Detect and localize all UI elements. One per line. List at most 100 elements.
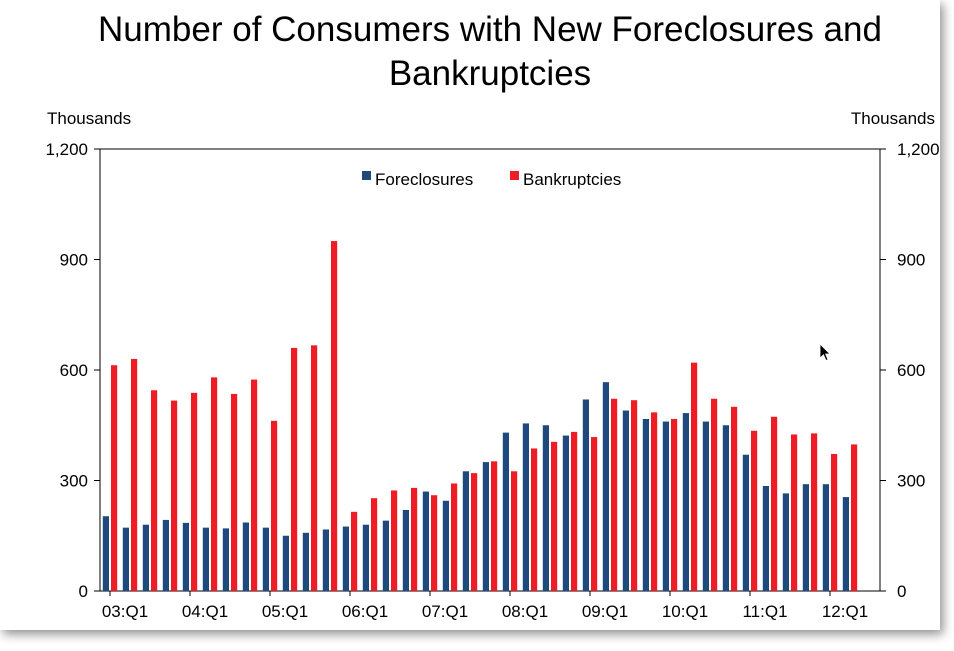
- bankruptcies-bar: [391, 490, 398, 591]
- foreclosures-bar: [302, 532, 309, 591]
- foreclosures-bar: [582, 399, 589, 591]
- foreclosures-bar: [622, 410, 629, 591]
- x-tick-label: 04:Q1: [182, 602, 228, 621]
- foreclosures-bar: [162, 519, 169, 591]
- bankruptcies-bar: [711, 398, 718, 591]
- foreclosures-bar: [842, 497, 849, 591]
- bankruptcies-bar: [491, 461, 498, 591]
- foreclosures-bar: [222, 528, 229, 591]
- bankruptcies-bar: [471, 473, 478, 591]
- bankruptcies-bar: [791, 434, 798, 591]
- foreclosures-bar: [602, 382, 609, 591]
- bankruptcies-bar: [351, 511, 358, 591]
- x-tick-label: 05:Q1: [262, 602, 308, 621]
- axes-layer: [94, 148, 886, 596]
- labels-layer: 0 0 300 300 600 600 900 900 1,200 1,200 Thousands T…: [45, 109, 939, 621]
- x-tick-label: 07:Q1: [422, 602, 468, 621]
- bankruptcies-bar: [451, 483, 458, 591]
- bankruptcies-bar: [591, 437, 598, 591]
- y-tick-label-right: 900: [897, 251, 925, 270]
- foreclosures-bar: [202, 527, 209, 591]
- bar-chart: 0 0 300 300 600 600 900 900 1,200 1,200 Thousands T…: [45, 109, 939, 621]
- y-axis-label-left: Thousands: [47, 109, 131, 128]
- bankruptcies-bar: [231, 393, 238, 591]
- foreclosures-bar: [722, 425, 729, 591]
- x-tick-label: 06:Q1: [342, 602, 388, 621]
- bankruptcies-bar: [571, 431, 578, 591]
- legend-label-bankruptcies: Bankruptcies: [523, 170, 621, 189]
- bankruptcies-bar: [691, 362, 698, 591]
- foreclosures-bar: [742, 454, 749, 591]
- y-tick-label-right: 600: [897, 361, 925, 380]
- foreclosures-bar: [482, 462, 489, 591]
- foreclosures-bar: [702, 421, 709, 591]
- foreclosures-bar: [402, 509, 409, 591]
- bankruptcies-bar: [551, 441, 558, 591]
- y-axis-label-right: Thousands: [851, 109, 935, 128]
- x-tick-label: 09:Q1: [582, 602, 628, 621]
- foreclosures-bar: [102, 516, 109, 591]
- x-tick-label: 08:Q1: [502, 602, 548, 621]
- bankruptcies-bar: [811, 433, 818, 591]
- bankruptcies-bar: [311, 345, 318, 591]
- x-tick-label: 12:Q1: [822, 602, 868, 621]
- bankruptcies-bar: [171, 400, 178, 591]
- legend-label-foreclosures: Foreclosures: [375, 170, 473, 189]
- bankruptcies-bar: [131, 358, 138, 591]
- legend-swatch-foreclosures: [362, 171, 371, 180]
- y-tick-label-left: 1,200: [45, 140, 88, 159]
- bankruptcies-bar: [331, 241, 338, 592]
- y-tick-label-right: 1,200: [897, 140, 940, 159]
- foreclosures-bar: [382, 520, 389, 591]
- bankruptcies-bar: [431, 495, 438, 591]
- bankruptcies-bar: [671, 418, 678, 591]
- foreclosures-bar: [242, 522, 249, 591]
- y-tick-label-left: 300: [60, 472, 88, 491]
- foreclosures-bar: [442, 500, 449, 591]
- bankruptcies-bar: [371, 498, 378, 591]
- foreclosures-bar: [262, 527, 269, 591]
- y-tick-label-left: 0: [79, 582, 88, 601]
- foreclosures-bar: [682, 413, 689, 591]
- legend-swatch-bankruptcies: [510, 171, 519, 180]
- foreclosures-bar: [522, 423, 529, 591]
- foreclosures-bar: [322, 529, 329, 591]
- foreclosures-bar: [782, 493, 789, 591]
- foreclosures-bar: [662, 421, 669, 591]
- bankruptcies-bar: [611, 398, 618, 591]
- bankruptcies-bar: [631, 400, 638, 591]
- bankruptcies-bar: [531, 448, 538, 591]
- x-tick-label: 10:Q1: [662, 602, 708, 621]
- foreclosures-bar: [142, 524, 149, 591]
- chart-title: Number of Consumers with New Foreclosure…: [98, 10, 882, 93]
- foreclosures-bar: [502, 432, 509, 591]
- x-tick-label: 03:Q1: [102, 602, 148, 621]
- foreclosures-bar: [462, 471, 469, 591]
- chart-slide: Number of Consumers with New Foreclosure…: [45, 10, 940, 621]
- foreclosures-bar: [542, 425, 549, 591]
- foreclosures-bar: [182, 522, 189, 591]
- bankruptcies-bar: [111, 365, 118, 591]
- foreclosures-bar: [282, 535, 289, 591]
- foreclosures-bar: [822, 484, 829, 591]
- bankruptcies-bar: [771, 416, 778, 591]
- bankruptcies-bar: [151, 390, 158, 591]
- foreclosures-bar: [802, 484, 809, 591]
- bankruptcies-bar: [731, 406, 738, 591]
- foreclosures-bar: [362, 524, 369, 591]
- bars-layer: [102, 241, 858, 592]
- bankruptcies-bar: [271, 420, 278, 591]
- foreclosures-bar: [422, 491, 429, 591]
- bankruptcies-bar: [851, 444, 858, 591]
- bankruptcies-bar: [751, 430, 758, 591]
- y-tick-label-right: 0: [897, 582, 906, 601]
- foreclosures-bar: [342, 526, 349, 591]
- bankruptcies-bar: [831, 453, 838, 591]
- foreclosures-bar: [562, 435, 569, 591]
- bankruptcies-bar: [651, 412, 658, 591]
- bankruptcies-bar: [411, 487, 418, 591]
- legend: Foreclosures Bankruptcies: [362, 170, 621, 189]
- x-tick-label: 11:Q1: [742, 602, 787, 621]
- foreclosures-bar: [122, 527, 129, 591]
- bankruptcies-bar: [191, 392, 198, 591]
